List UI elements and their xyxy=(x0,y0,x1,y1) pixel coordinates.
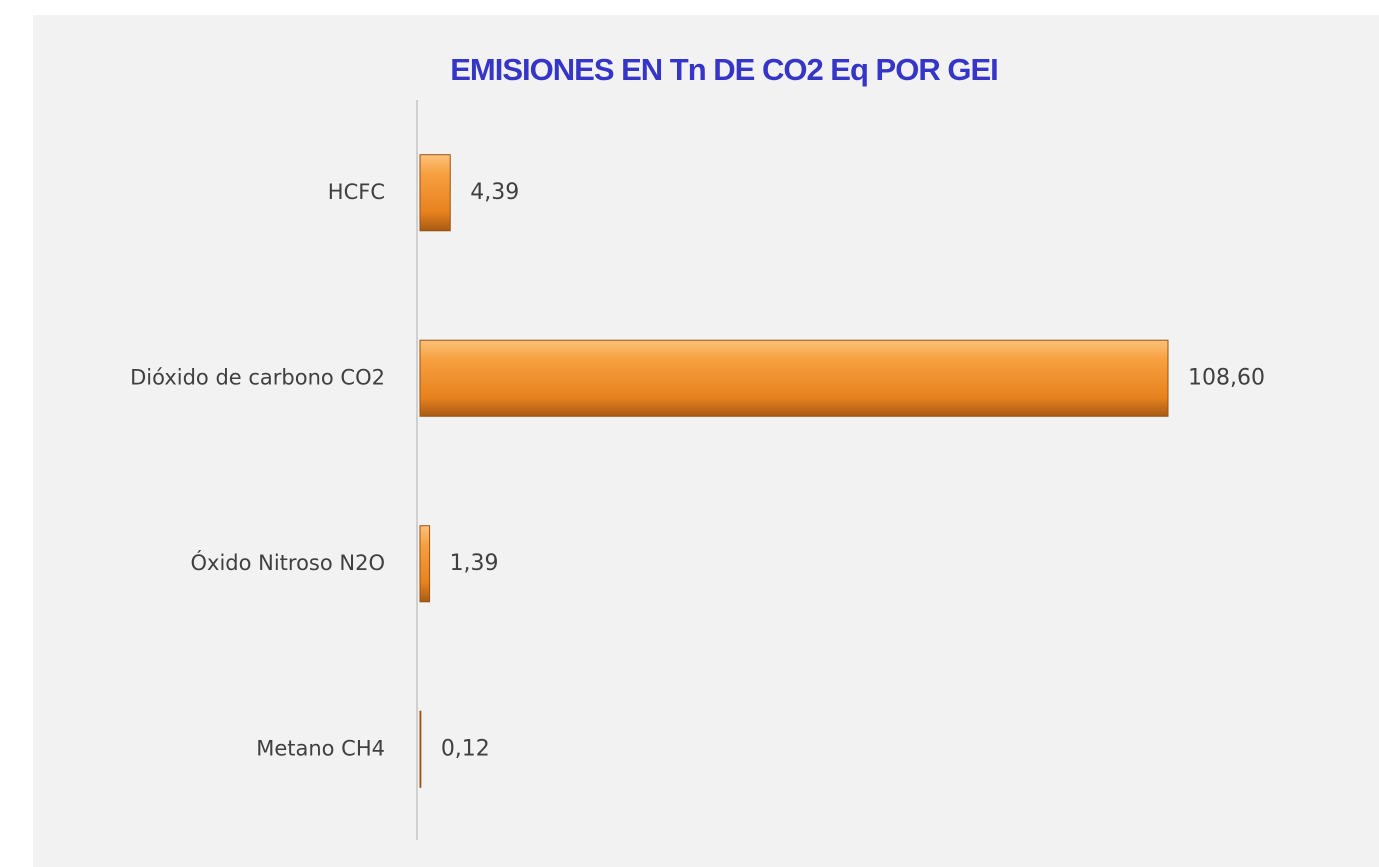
category-label: Dióxido de carbono CO2 xyxy=(130,365,385,389)
plot-background xyxy=(33,15,1379,867)
category-label: Metano CH4 xyxy=(256,736,385,760)
chart-title: EMISIONES EN Tn DE CO2 Eq POR GEI xyxy=(450,52,997,87)
data-label: 4,39 xyxy=(470,180,519,205)
bar xyxy=(419,154,451,232)
category-label: HCFC xyxy=(328,180,385,204)
data-label: 108,60 xyxy=(1188,365,1265,390)
bar xyxy=(419,339,1169,417)
data-label: 0,12 xyxy=(441,736,490,761)
bar xyxy=(419,710,422,788)
category-label: Óxido Nitroso N2O xyxy=(190,550,385,575)
data-label: 1,39 xyxy=(450,551,499,576)
bar xyxy=(419,525,431,603)
